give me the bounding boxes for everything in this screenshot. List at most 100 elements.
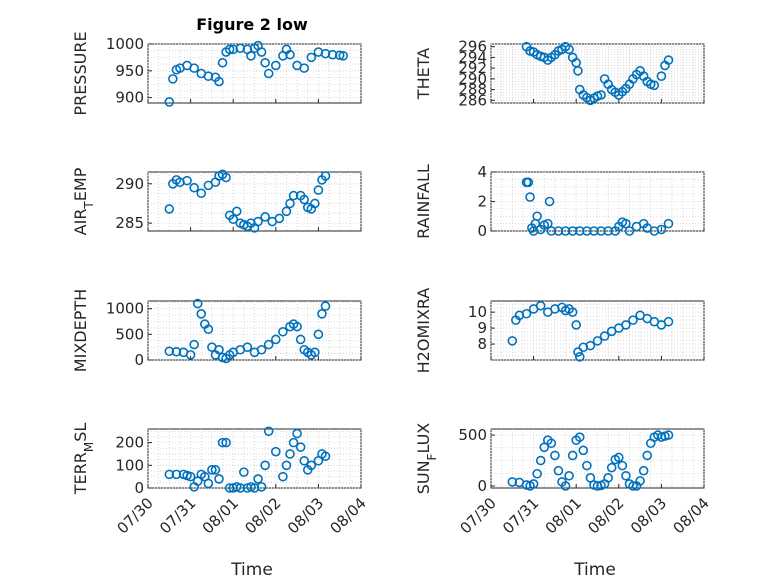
data-point <box>544 196 555 207</box>
data-point <box>663 316 674 327</box>
data-point <box>217 57 228 68</box>
data-point <box>327 49 338 60</box>
y-tick-label: 2 <box>477 193 487 211</box>
subplot-3: 285 290 AIRTEMP <box>71 167 362 235</box>
data-point <box>185 350 196 360</box>
data-point <box>567 226 578 236</box>
data-point <box>288 437 299 448</box>
data-point <box>256 344 267 355</box>
y-tick-label: 292 <box>458 59 487 77</box>
data-point <box>228 214 238 224</box>
data-point <box>285 49 295 60</box>
data-point <box>313 185 324 195</box>
y-tick-label: 0 <box>134 479 144 497</box>
y-tick-label: 286 <box>458 91 487 109</box>
data-point <box>207 465 217 475</box>
data-point <box>256 482 267 492</box>
data-point <box>560 481 571 491</box>
x-tick-label: 07/31 <box>156 494 199 537</box>
data-point <box>210 465 221 475</box>
x-tick-label: 08/04 <box>327 494 370 537</box>
data-point <box>596 90 606 100</box>
data-point <box>553 226 564 236</box>
data-point <box>521 308 532 319</box>
data-point <box>638 465 649 476</box>
data-point <box>532 468 542 479</box>
data-point <box>663 218 674 229</box>
data-point <box>507 336 518 346</box>
data-point <box>221 437 231 448</box>
data-point <box>663 430 674 440</box>
x-tick-label: 08/02 <box>241 494 284 537</box>
data-point <box>196 188 207 199</box>
data-point <box>567 307 578 317</box>
data-point <box>274 213 285 224</box>
y-axis-label: SUNFLUX <box>414 423 439 495</box>
data-point <box>621 320 631 330</box>
x-tick-label: 08/01 <box>199 494 242 537</box>
subplot-1: 900 950 1000 PRESSURE <box>71 31 362 116</box>
data-point <box>164 469 175 480</box>
data-point <box>310 198 320 209</box>
data-point <box>573 347 583 357</box>
data-point <box>285 449 295 459</box>
y-tick-label: 4 <box>477 163 487 181</box>
y-tick-label: 0 <box>134 351 144 369</box>
data-point <box>260 57 270 68</box>
y-tick-label: 285 <box>115 214 144 232</box>
subplot-4: 0 2 4 RAINFALL <box>414 163 705 240</box>
x-tick-label: 08/01 <box>542 494 585 537</box>
data-point <box>214 474 224 484</box>
data-point <box>574 226 585 236</box>
data-point <box>242 342 253 352</box>
data-point <box>299 194 310 205</box>
data-point <box>567 450 578 461</box>
y-tick-label: 0 <box>477 477 487 495</box>
data-point <box>295 442 306 452</box>
data-point <box>564 470 574 481</box>
data-point <box>338 50 349 61</box>
data-point <box>507 477 518 487</box>
y-tick-label: 900 <box>115 89 144 107</box>
data-point <box>299 63 310 73</box>
data-point <box>599 331 610 341</box>
data-point <box>550 450 560 461</box>
y-tick-label: 290 <box>458 70 487 88</box>
data-point <box>635 476 645 486</box>
data-point <box>624 226 635 236</box>
x-tick-label: 07/30 <box>457 494 500 537</box>
y-axis-label: H2OMIXRA <box>414 288 433 374</box>
data-point <box>320 301 331 311</box>
data-point <box>535 300 546 311</box>
data-point <box>573 66 583 76</box>
data-point <box>525 192 535 202</box>
subplot-5: 0 500 1000 MIXDEPTH <box>71 289 362 372</box>
data-point <box>168 74 178 84</box>
data-point <box>574 432 585 442</box>
data-point <box>292 321 302 332</box>
data-point <box>185 471 196 482</box>
data-point <box>253 474 263 484</box>
data-point <box>285 198 295 209</box>
data-point <box>603 226 613 236</box>
data-point <box>192 298 203 309</box>
data-point <box>603 473 613 483</box>
data-point <box>656 71 667 81</box>
data-point <box>214 344 224 355</box>
data-point <box>628 315 638 325</box>
y-tick-label: 500 <box>458 426 487 444</box>
data-point <box>278 471 288 482</box>
x-tick-label: 08/02 <box>584 494 627 537</box>
data-point <box>263 426 274 437</box>
data-point <box>292 428 302 439</box>
data-point <box>299 455 310 466</box>
data-point <box>270 446 281 457</box>
y-tick-label: 500 <box>115 325 144 343</box>
data-point <box>592 336 603 346</box>
data-point <box>171 346 182 357</box>
y-axis-label: TERRMSL <box>71 423 96 496</box>
data-point <box>617 460 628 471</box>
data-point <box>224 44 235 55</box>
